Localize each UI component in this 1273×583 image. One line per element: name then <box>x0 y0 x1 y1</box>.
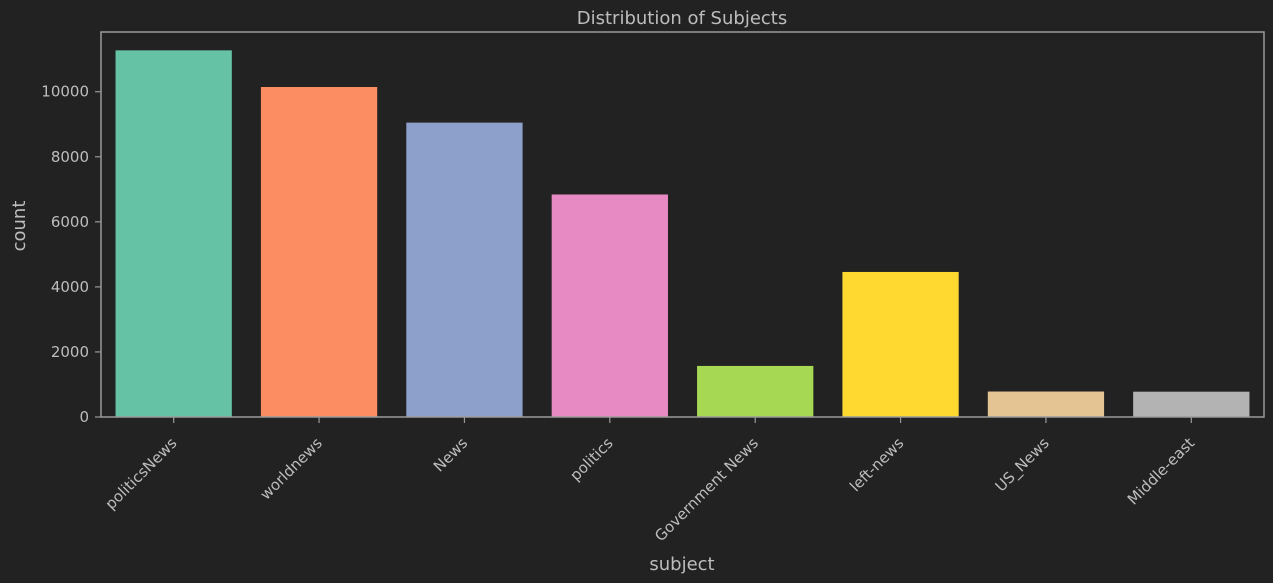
chart-title: Distribution of Subjects <box>577 8 787 29</box>
bars-group <box>115 50 1250 418</box>
y-tick-label: 8000 <box>51 148 89 166</box>
bar-news <box>406 122 523 418</box>
bar-middle-east <box>1133 391 1250 417</box>
bar-left-news <box>842 271 959 417</box>
bar-politicsnews <box>115 50 232 417</box>
y-tick-label: 0 <box>79 408 89 426</box>
x-axis-label: subject <box>649 554 714 575</box>
y-axis-label: count <box>9 201 30 252</box>
plot-frame <box>100 31 1265 418</box>
y-tick-label: 6000 <box>51 213 89 231</box>
bar-worldnews <box>260 87 378 417</box>
y-tick-label: 10000 <box>41 83 89 101</box>
bar-politics <box>551 194 668 417</box>
y-tick-label: 2000 <box>51 343 89 361</box>
y-tick-label: 4000 <box>51 278 89 296</box>
y-axis: 0 2000 4000 6000 8000 10000 <box>41 83 101 426</box>
bar-government-news <box>697 365 814 417</box>
bar-us-news <box>987 391 1105 417</box>
